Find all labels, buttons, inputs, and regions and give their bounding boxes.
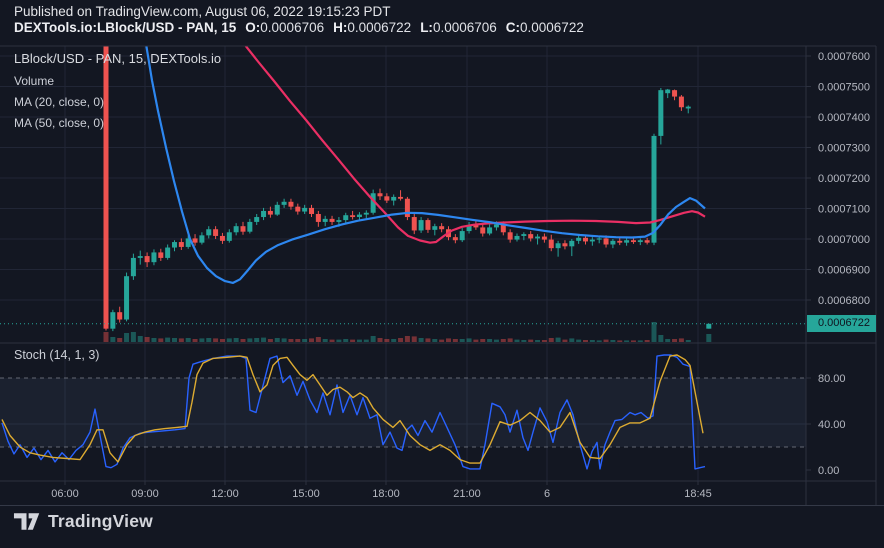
svg-text:21:00: 21:00 <box>453 488 481 500</box>
svg-text:0.0007500: 0.0007500 <box>818 82 870 94</box>
volume-layer <box>103 322 712 342</box>
published-line: Published on TradingView.com, August 06,… <box>14 4 391 19</box>
stoch-k-line <box>1 354 706 470</box>
tradingview-logo-icon <box>13 513 40 530</box>
ma20-line <box>145 46 706 284</box>
ohlc-open: O:0.0006706 <box>245 20 325 35</box>
symbol-title: DEXTools.io:LBlock/USD - PAN, 15 <box>14 20 237 35</box>
price-axis: 0.0007600 0.0007500 0.0007400 0.0007300 0.00… <box>806 51 870 307</box>
svg-text:18:45: 18:45 <box>684 488 712 500</box>
svg-text:0.0006800: 0.0006800 <box>818 295 870 307</box>
svg-text:80.00: 80.00 <box>818 373 846 385</box>
ma50-line <box>244 46 706 244</box>
svg-text:0.0007300: 0.0007300 <box>818 143 870 155</box>
stoch-indicator-label: Stoch (14, 1, 3) <box>14 348 100 362</box>
stoch-d-line <box>1 354 704 464</box>
svg-text:0.0006900: 0.0006900 <box>818 265 870 277</box>
ohlc-close: C:0.0006722 <box>505 20 584 35</box>
tradingview-footer[interactable]: TradingView <box>13 511 153 532</box>
stoch-axis: 80.00 40.00 0.00 <box>806 373 846 477</box>
svg-text:12:00: 12:00 <box>211 488 239 500</box>
tradingview-brand-text: TradingView <box>48 511 153 531</box>
svg-text:06:00: 06:00 <box>51 488 79 500</box>
svg-text:0.0007400: 0.0007400 <box>818 112 870 124</box>
svg-text:18:00: 18:00 <box>372 488 400 500</box>
svg-text:0.0007100: 0.0007100 <box>818 204 870 216</box>
svg-text:0.0007200: 0.0007200 <box>818 173 870 185</box>
stoch-band <box>0 378 806 447</box>
ohlc-high: H:0.0006722 <box>333 20 412 35</box>
frame-layer <box>0 45 884 506</box>
time-axis: 06:00 09:00 12:00 15:00 18:00 21:00 6 18:45 <box>51 481 712 500</box>
svg-text:6: 6 <box>544 488 550 500</box>
svg-text:40.00: 40.00 <box>818 419 846 431</box>
svg-text:0.0007000: 0.0007000 <box>818 234 870 246</box>
svg-text:0.0007600: 0.0007600 <box>818 51 870 63</box>
symbol-ohlc-line: DEXTools.io:LBlock/USD - PAN, 15 O:0.000… <box>14 20 584 35</box>
svg-text:15:00: 15:00 <box>292 488 320 500</box>
svg-text:0.00: 0.00 <box>818 465 839 477</box>
ohlc-low: L:0.0006706 <box>420 20 497 35</box>
last-price-label: 0.0006722 <box>807 315 876 332</box>
svg-text:09:00: 09:00 <box>131 488 159 500</box>
